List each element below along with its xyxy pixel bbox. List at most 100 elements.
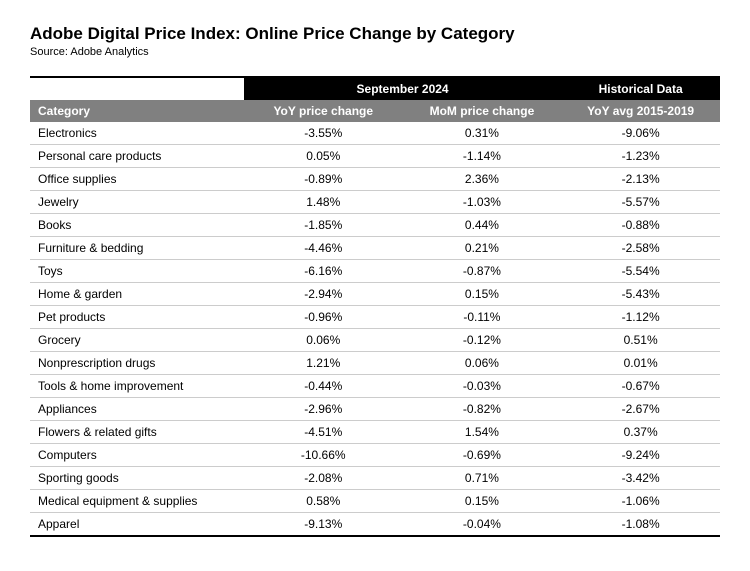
table-row: Computers-10.66%-0.69%-9.24% (30, 444, 720, 467)
cell-category: Medical equipment & supplies (30, 490, 244, 513)
header-group-empty (30, 77, 244, 100)
cell-value: -2.13% (561, 168, 720, 191)
cell-value: -4.46% (244, 237, 403, 260)
col-yoy: YoY price change (244, 100, 403, 122)
cell-value: 0.21% (403, 237, 562, 260)
cell-value: 0.31% (403, 122, 562, 145)
cell-value: -3.42% (561, 467, 720, 490)
cell-value: -0.04% (403, 513, 562, 537)
table-row: Nonprescription drugs1.21%0.06%0.01% (30, 352, 720, 375)
cell-value: -9.06% (561, 122, 720, 145)
cell-value: -0.67% (561, 375, 720, 398)
cell-value: -0.87% (403, 260, 562, 283)
cell-value: -9.13% (244, 513, 403, 537)
cell-category: Nonprescription drugs (30, 352, 244, 375)
cell-category: Tools & home improvement (30, 375, 244, 398)
cell-category: Apparel (30, 513, 244, 537)
cell-category: Toys (30, 260, 244, 283)
table-row: Appliances-2.96%-0.82%-2.67% (30, 398, 720, 421)
cell-value: -1.03% (403, 191, 562, 214)
cell-value: -2.96% (244, 398, 403, 421)
table-row: Home & garden-2.94%0.15%-5.43% (30, 283, 720, 306)
cell-value: -0.03% (403, 375, 562, 398)
table-row: Flowers & related gifts-4.51%1.54%0.37% (30, 421, 720, 444)
cell-category: Appliances (30, 398, 244, 421)
table-row: Furniture & bedding-4.46%0.21%-2.58% (30, 237, 720, 260)
table-row: Apparel-9.13%-0.04%-1.08% (30, 513, 720, 537)
cell-category: Flowers & related gifts (30, 421, 244, 444)
cell-value: 0.01% (561, 352, 720, 375)
cell-value: -10.66% (244, 444, 403, 467)
cell-value: -1.12% (561, 306, 720, 329)
cell-value: -0.69% (403, 444, 562, 467)
cell-category: Grocery (30, 329, 244, 352)
page-title: Adobe Digital Price Index: Online Price … (30, 24, 720, 44)
cell-value: -1.85% (244, 214, 403, 237)
cell-value: -5.43% (561, 283, 720, 306)
header-group-current: September 2024 (244, 77, 561, 100)
col-category: Category (30, 100, 244, 122)
cell-category: Jewelry (30, 191, 244, 214)
header-columns-row: Category YoY price change MoM price chan… (30, 100, 720, 122)
cell-value: -1.06% (561, 490, 720, 513)
table-row: Electronics-3.55%0.31%-9.06% (30, 122, 720, 145)
cell-value: 2.36% (403, 168, 562, 191)
cell-category: Electronics (30, 122, 244, 145)
cell-value: -0.44% (244, 375, 403, 398)
cell-value: -5.57% (561, 191, 720, 214)
table-row: Jewelry1.48%-1.03%-5.57% (30, 191, 720, 214)
cell-value: -0.82% (403, 398, 562, 421)
cell-value: -0.11% (403, 306, 562, 329)
cell-category: Books (30, 214, 244, 237)
cell-value: 0.58% (244, 490, 403, 513)
table-row: Medical equipment & supplies0.58%0.15%-1… (30, 490, 720, 513)
source-line: Source: Adobe Analytics (30, 46, 720, 58)
table-row: Grocery0.06%-0.12%0.51% (30, 329, 720, 352)
col-mom: MoM price change (403, 100, 562, 122)
cell-value: -0.88% (561, 214, 720, 237)
table-row: Pet products-0.96%-0.11%-1.12% (30, 306, 720, 329)
cell-value: -0.12% (403, 329, 562, 352)
cell-category: Computers (30, 444, 244, 467)
cell-value: 0.15% (403, 283, 562, 306)
table-row: Sporting goods-2.08%0.71%-3.42% (30, 467, 720, 490)
cell-value: -3.55% (244, 122, 403, 145)
cell-category: Office supplies (30, 168, 244, 191)
table-row: Toys-6.16%-0.87%-5.54% (30, 260, 720, 283)
cell-value: 0.05% (244, 145, 403, 168)
cell-value: 0.06% (403, 352, 562, 375)
cell-value: -6.16% (244, 260, 403, 283)
cell-category: Pet products (30, 306, 244, 329)
table-row: Books-1.85%0.44%-0.88% (30, 214, 720, 237)
table-row: Tools & home improvement-0.44%-0.03%-0.6… (30, 375, 720, 398)
cell-value: 1.48% (244, 191, 403, 214)
cell-value: 0.37% (561, 421, 720, 444)
cell-value: 0.51% (561, 329, 720, 352)
cell-value: 0.06% (244, 329, 403, 352)
table-row: Personal care products0.05%-1.14%-1.23% (30, 145, 720, 168)
cell-value: -1.14% (403, 145, 562, 168)
cell-value: -9.24% (561, 444, 720, 467)
col-historical: YoY avg 2015-2019 (561, 100, 720, 122)
cell-category: Personal care products (30, 145, 244, 168)
cell-category: Sporting goods (30, 467, 244, 490)
table-row: Office supplies-0.89%2.36%-2.13% (30, 168, 720, 191)
price-table: September 2024 Historical Data Category … (30, 76, 720, 537)
cell-value: -0.89% (244, 168, 403, 191)
cell-value: 1.54% (403, 421, 562, 444)
cell-value: -2.08% (244, 467, 403, 490)
header-group-historical: Historical Data (561, 77, 720, 100)
cell-value: -1.08% (561, 513, 720, 537)
cell-value: -4.51% (244, 421, 403, 444)
cell-value: 1.21% (244, 352, 403, 375)
cell-value: 0.15% (403, 490, 562, 513)
header-group-row: September 2024 Historical Data (30, 77, 720, 100)
cell-value: -2.58% (561, 237, 720, 260)
cell-category: Furniture & bedding (30, 237, 244, 260)
cell-value: -2.94% (244, 283, 403, 306)
cell-value: -2.67% (561, 398, 720, 421)
cell-value: 0.44% (403, 214, 562, 237)
cell-value: -5.54% (561, 260, 720, 283)
cell-value: -0.96% (244, 306, 403, 329)
table-body: Electronics-3.55%0.31%-9.06%Personal car… (30, 122, 720, 536)
